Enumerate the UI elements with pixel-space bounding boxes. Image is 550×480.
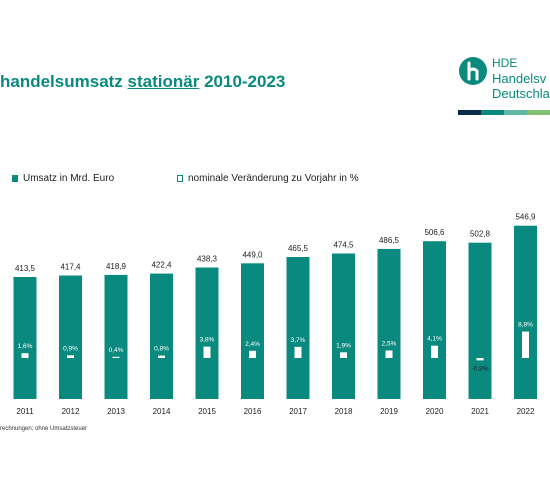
x-tick-label: 2012 bbox=[62, 407, 80, 416]
change-value-label: 1,9% bbox=[336, 342, 351, 349]
x-tick-label: 2021 bbox=[471, 407, 489, 416]
bar-chart: 413,5 1,6% 2011 417,4 0,9% 2012 418,9 0,4% 2013 4… bbox=[13, 213, 537, 416]
change-value-label: 3,7% bbox=[291, 337, 306, 344]
logo-text: HDE Handelsv Deutschla bbox=[492, 56, 550, 101]
logo-line-2: Handelsv bbox=[492, 71, 547, 86]
x-tick-label: 2014 bbox=[153, 407, 171, 416]
legend-item-change: nominale Veränderung zu Vorjahr in % bbox=[177, 173, 359, 184]
change-value-label: 3,8% bbox=[200, 337, 215, 344]
revenue-bar bbox=[59, 275, 82, 399]
x-tick-label: 2011 bbox=[16, 407, 34, 416]
x-tick-label: 2016 bbox=[244, 407, 262, 416]
revenue-value-label: 546,9 bbox=[515, 213, 536, 222]
change-value-label: 0,8% bbox=[154, 346, 169, 353]
change-bar bbox=[112, 356, 120, 358]
hde-logo: HDE Handelsv Deutschla bbox=[458, 56, 550, 118]
revenue-value-label: 418,9 bbox=[106, 262, 127, 271]
change-bar bbox=[294, 346, 302, 358]
revenue-value-label: 506,6 bbox=[424, 228, 445, 237]
revenue-bar bbox=[150, 273, 173, 399]
logo-stripe bbox=[481, 110, 504, 115]
change-bar bbox=[340, 352, 347, 358]
legend-label-revenue: Umsatz in Mrd. Euro bbox=[23, 173, 115, 184]
change-value-label: 1,6% bbox=[18, 343, 33, 350]
revenue-value-label: 502,8 bbox=[470, 230, 491, 239]
logo-line-1: HDE bbox=[492, 56, 518, 70]
hde-logo-icon bbox=[459, 57, 487, 85]
legend-label-change: nominale Veränderung zu Vorjahr in % bbox=[188, 173, 359, 184]
logo-stripes bbox=[458, 110, 550, 115]
legend-item-revenue: Umsatz in Mrd. Euro bbox=[12, 173, 114, 184]
x-tick-label: 2017 bbox=[289, 407, 307, 416]
revenue-value-label: 449,0 bbox=[242, 250, 263, 259]
change-value-label: 0,4% bbox=[109, 347, 124, 354]
x-tick-label: 2019 bbox=[380, 407, 398, 416]
change-bar bbox=[203, 346, 211, 358]
x-tick-label: 2018 bbox=[335, 407, 353, 416]
footnote: rechnungen; ohne Umsatzsteuer bbox=[0, 426, 88, 432]
change-bar bbox=[158, 355, 165, 358]
x-tick-label: 2013 bbox=[107, 407, 125, 416]
revenue-value-label: 417,4 bbox=[60, 263, 81, 272]
change-bar bbox=[522, 331, 529, 358]
revenue-bar bbox=[332, 253, 355, 399]
logo-stripe bbox=[504, 110, 527, 115]
revenue-bar bbox=[104, 274, 128, 399]
revenue-value-label: 422,4 bbox=[151, 261, 172, 270]
change-value-label: 0,9% bbox=[63, 345, 78, 352]
legend-swatch-revenue bbox=[12, 175, 18, 182]
revenue-value-label: 465,5 bbox=[288, 244, 309, 253]
revenue-value-label: 438,3 bbox=[197, 255, 218, 264]
legend-swatch-change bbox=[177, 175, 183, 182]
change-value-label: 2,4% bbox=[245, 341, 260, 348]
revenue-bar bbox=[514, 225, 537, 399]
revenue-bar bbox=[377, 248, 401, 399]
chart-title: handelsumsatz stationär 2010-2023 bbox=[0, 72, 286, 91]
change-bar bbox=[476, 358, 484, 361]
logo-stripe bbox=[458, 110, 481, 115]
change-value-label: 2,5% bbox=[382, 341, 397, 348]
revenue-value-label: 474,5 bbox=[333, 241, 354, 250]
revenue-bar bbox=[468, 242, 492, 399]
revenue-bar bbox=[241, 263, 264, 399]
revenue-bar bbox=[423, 241, 446, 399]
change-bar bbox=[249, 350, 256, 358]
change-value-label: 4,1% bbox=[427, 336, 442, 343]
logo-line-3: Deutschla bbox=[492, 86, 550, 101]
x-tick-label: 2015 bbox=[198, 407, 216, 416]
change-value-label: -0,8% bbox=[472, 365, 489, 372]
change-bar bbox=[385, 350, 393, 358]
change-value-label: 8,8% bbox=[518, 322, 533, 329]
x-tick-label: 2020 bbox=[426, 407, 444, 416]
chart-legend: Umsatz in Mrd. Euro nominale Veränderung… bbox=[0, 173, 550, 187]
change-bar bbox=[67, 355, 74, 358]
revenue-value-label: 413,5 bbox=[15, 264, 36, 273]
revenue-bar bbox=[13, 277, 37, 399]
x-tick-label: 2022 bbox=[517, 407, 535, 416]
change-bar bbox=[21, 353, 29, 358]
change-bar bbox=[431, 345, 438, 358]
logo-stripe bbox=[527, 110, 550, 115]
revenue-value-label: 486,5 bbox=[379, 236, 400, 245]
revenue-bar bbox=[286, 257, 310, 399]
revenue-bar bbox=[195, 267, 219, 399]
